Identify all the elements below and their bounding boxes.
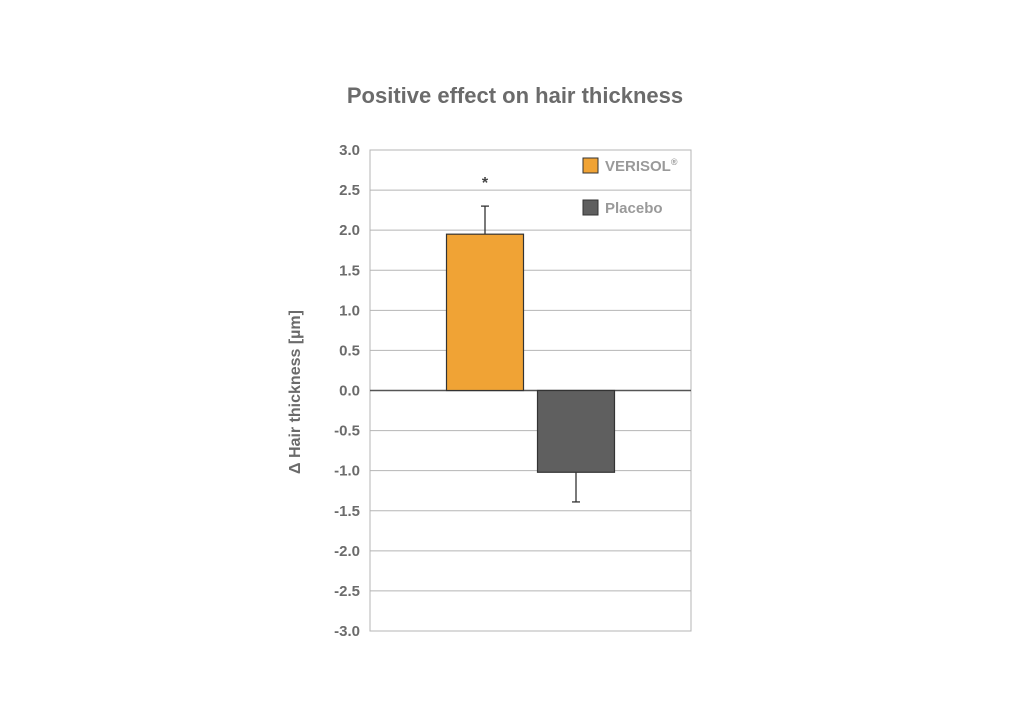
significance-marker: *	[482, 175, 489, 192]
legend-name: VERISOL	[605, 158, 671, 175]
y-axis-label: Δ Hair thickness [µm]	[287, 310, 304, 474]
y-tick-label: -1.0	[334, 463, 360, 480]
legend-name: Placebo	[605, 200, 663, 217]
y-tick-label: -1.5	[334, 503, 360, 520]
y-tick-label: 1.0	[339, 302, 360, 319]
legend: VERISOL® Placebo	[582, 157, 678, 217]
y-tick-label: 2.0	[339, 222, 360, 239]
y-tick-label: -0.5	[334, 423, 360, 440]
legend-label-verisol: VERISOL®	[605, 157, 678, 175]
y-tick-label: 0.0	[339, 383, 360, 400]
y-tick-label: 1.5	[339, 262, 360, 279]
chart-title: Positive effect on hair thickness	[347, 83, 683, 108]
grid	[369, 149, 692, 632]
y-axis-ticks: 3.0 2.5 2.0 1.5 1.0 0.5 0.0 -0.5 -1.0 -1.5 -2.0 -2.…	[334, 142, 360, 640]
annotations: *	[482, 175, 489, 192]
y-tick-label: 2.5	[339, 182, 360, 199]
y-tick-label: 3.0	[339, 142, 360, 159]
registered-mark: ®	[671, 157, 678, 167]
y-tick-label: 0.5	[339, 342, 360, 359]
legend-swatch-placebo	[582, 199, 599, 216]
y-tick-label: -2.5	[334, 583, 360, 600]
legend-label-placebo: Placebo	[605, 200, 663, 217]
error-bars	[481, 205, 580, 503]
bar-placebo	[536, 389, 616, 473]
legend-swatch-verisol	[582, 157, 599, 174]
y-tick-label: -3.0	[334, 623, 360, 640]
bar-verisol	[445, 233, 525, 392]
y-tick-label: -2.0	[334, 543, 360, 560]
